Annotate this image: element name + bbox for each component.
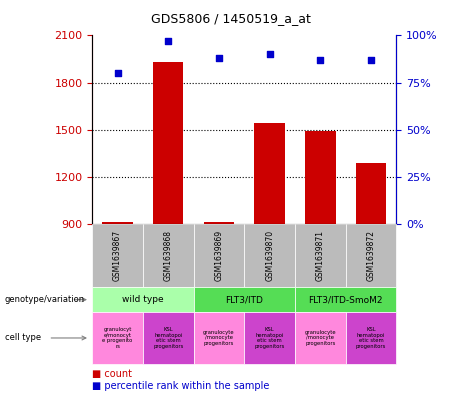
Text: granulocyte
/monocyte
progenitors: granulocyte /monocyte progenitors xyxy=(305,330,336,346)
Text: KSL
hematopoi
etic stem
progenitors: KSL hematopoi etic stem progenitors xyxy=(153,327,183,349)
Text: ■ percentile rank within the sample: ■ percentile rank within the sample xyxy=(92,381,270,391)
Text: KSL
hematopoi
etic stem
progenitors: KSL hematopoi etic stem progenitors xyxy=(254,327,285,349)
Text: GSM1639870: GSM1639870 xyxy=(265,230,274,281)
Text: FLT3/ITD: FLT3/ITD xyxy=(225,295,263,304)
Bar xyxy=(305,131,336,224)
Text: GDS5806 / 1450519_a_at: GDS5806 / 1450519_a_at xyxy=(151,12,310,25)
Text: granulocyt
e/monocyt
e progenito
rs: granulocyt e/monocyt e progenito rs xyxy=(102,327,133,349)
Point xyxy=(317,57,324,63)
Text: GSM1639867: GSM1639867 xyxy=(113,230,122,281)
Text: GSM1639869: GSM1639869 xyxy=(214,230,224,281)
Text: cell type: cell type xyxy=(5,334,41,342)
Bar xyxy=(254,123,285,224)
Point xyxy=(215,55,223,61)
Text: FLT3/ITD-SmoM2: FLT3/ITD-SmoM2 xyxy=(308,295,383,304)
Text: GSM1639871: GSM1639871 xyxy=(316,230,325,281)
Point xyxy=(367,57,375,63)
Bar xyxy=(153,62,183,224)
Point xyxy=(266,51,273,57)
Text: genotype/variation: genotype/variation xyxy=(5,295,85,304)
Bar xyxy=(102,222,133,224)
Bar xyxy=(356,163,386,224)
Point xyxy=(114,70,121,76)
Point xyxy=(165,38,172,44)
Text: ■ count: ■ count xyxy=(92,369,132,379)
Text: GSM1639868: GSM1639868 xyxy=(164,230,173,281)
Text: KSL
hematopoi
etic stem
progenitors: KSL hematopoi etic stem progenitors xyxy=(356,327,386,349)
Text: GSM1639872: GSM1639872 xyxy=(366,230,376,281)
Text: wild type: wild type xyxy=(122,295,164,304)
Text: granulocyte
/monocyte
progenitors: granulocyte /monocyte progenitors xyxy=(203,330,235,346)
Bar xyxy=(204,222,234,224)
